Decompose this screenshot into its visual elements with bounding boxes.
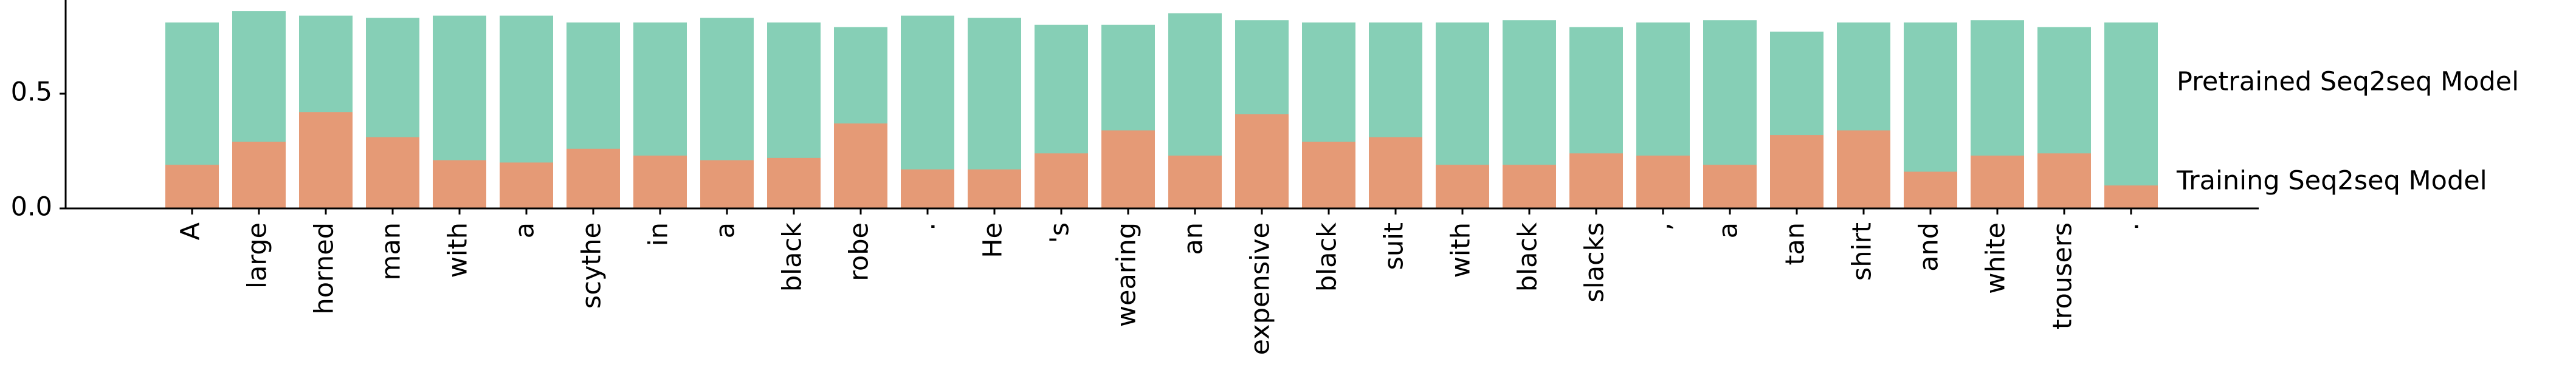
x-tick-label: He: [978, 222, 1008, 258]
bar: [1971, 156, 2024, 208]
x-tick-label: and: [1914, 222, 1944, 272]
x-tick-label: with: [443, 222, 474, 278]
bars: [165, 11, 2158, 209]
bar: [1503, 165, 1556, 208]
x-tick-label: 's: [1045, 222, 1075, 243]
bar: [366, 137, 419, 208]
bar: [1904, 171, 1957, 208]
x-tick-label: slacks: [1580, 222, 1610, 303]
bar: [433, 160, 486, 208]
x-tick-label: a: [1713, 222, 1744, 238]
bar: [633, 156, 687, 208]
bar: [700, 160, 754, 208]
bar: [1168, 156, 1222, 208]
x-tick-label: wearing: [1112, 222, 1142, 327]
x-tick-label: with: [1446, 222, 1476, 278]
y-tick-label: 0.5: [11, 77, 52, 108]
bar: [1436, 165, 1489, 208]
bar: [232, 142, 286, 208]
x-tick-label: robe: [844, 222, 875, 281]
x-tick-label: man: [376, 222, 407, 281]
x-tick-label: a: [711, 222, 741, 238]
x-tick-label: horned: [309, 222, 340, 315]
x-tick-label: black: [1312, 222, 1343, 292]
x-tick-label: suit: [1379, 222, 1410, 270]
bar: [968, 169, 1021, 208]
x-tick-label: ,: [1647, 222, 1677, 231]
x-tick-label: tan: [1780, 222, 1811, 265]
bar: [2104, 22, 2158, 208]
bar: [1302, 142, 1355, 208]
x-tick-label: an: [1179, 222, 1209, 255]
bar: [165, 165, 219, 208]
x-tick-label: A: [176, 222, 206, 240]
bar: [1703, 165, 1757, 208]
x-tick-label: white: [1981, 222, 2011, 294]
x-tick-label: .: [911, 222, 942, 231]
bar: [1569, 153, 1623, 208]
bar: [299, 112, 353, 208]
bar: [1101, 130, 1155, 208]
y-tick-label: 0.0: [11, 192, 52, 222]
bar: [500, 162, 553, 208]
x-tick-label: large: [243, 222, 273, 289]
bar: [1369, 137, 1422, 208]
bar: [1636, 156, 1690, 208]
series-label: Training Seq2seq Model: [2176, 166, 2487, 196]
bar: [1035, 153, 1088, 208]
bar: [2037, 153, 2091, 208]
bar: [1837, 130, 1890, 208]
bar: [1235, 114, 1289, 208]
x-tick-label: expensive: [1245, 222, 1276, 355]
bar: [901, 169, 954, 208]
x-tick-label: shirt: [1847, 222, 1878, 281]
x-tick-label: trousers: [2048, 222, 2078, 329]
bar: [2104, 185, 2158, 208]
bar: [834, 123, 887, 208]
bar: [1770, 135, 1824, 208]
x-tick-label: black: [1513, 222, 1543, 292]
series-label: Pretrained Seq2seq Model: [2177, 67, 2519, 97]
x-tick-label: in: [644, 222, 674, 246]
x-tick-label: a: [510, 222, 540, 238]
bar: [567, 148, 620, 208]
x-tick-label: black: [777, 222, 808, 292]
x-tick-label: .: [2115, 222, 2145, 231]
x-tick-label: scythe: [577, 222, 607, 309]
bar: [767, 157, 821, 208]
